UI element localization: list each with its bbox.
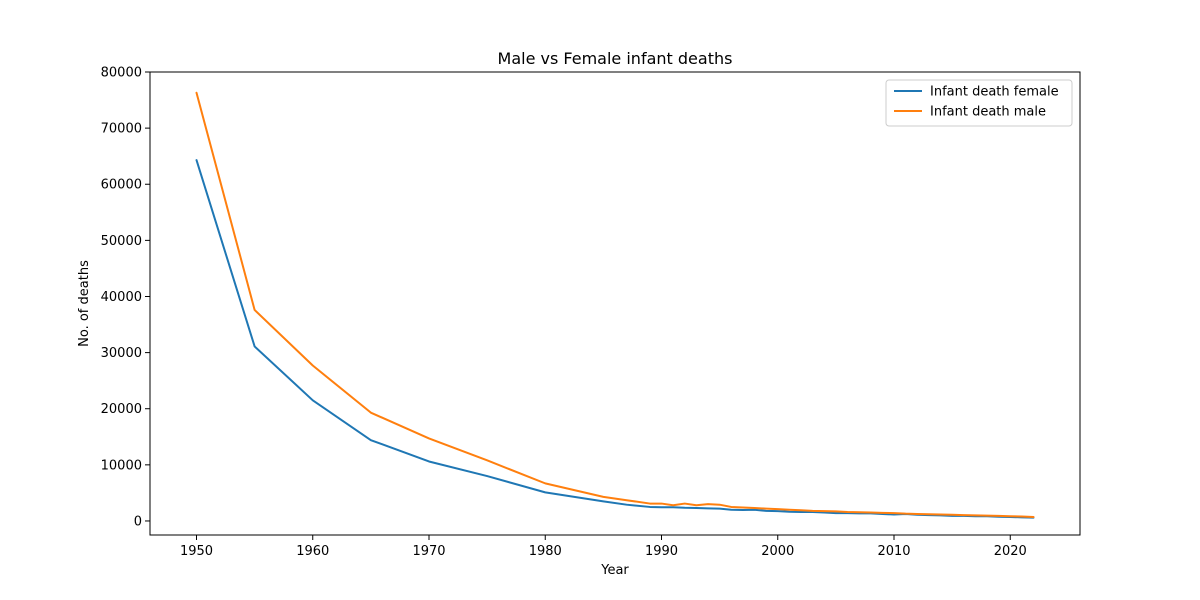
x-axis-label: Year (600, 563, 629, 578)
x-tick-label: 2010 (877, 544, 910, 559)
x-tick-label: 2000 (761, 544, 794, 559)
series-line-female (195, 159, 1035, 519)
legend-label: Infant death male (930, 105, 1046, 120)
y-tick-label: 10000 (101, 458, 142, 473)
legend-label: Infant death female (930, 85, 1059, 100)
x-tick-label: 2020 (994, 544, 1027, 559)
y-tick-label: 50000 (101, 234, 142, 249)
x-tick-label: 1950 (180, 544, 213, 559)
x-tick-label: 1990 (645, 544, 678, 559)
plot-area (195, 91, 1035, 519)
legend: Infant death female Infant death male (885, 79, 1073, 127)
y-tick-label: 80000 (101, 66, 142, 81)
legend-box (885, 79, 1073, 127)
y-tick-label: 0 (134, 514, 142, 529)
x-tick-label: 1980 (529, 544, 562, 559)
y-axis-label: No. of deaths (77, 260, 92, 347)
y-tick-label: 40000 (101, 290, 142, 305)
x-tick-label: 1970 (412, 544, 445, 559)
y-tick-label: 60000 (101, 178, 142, 193)
y-tick-label: 30000 (101, 346, 142, 361)
y-tick-label: 20000 (101, 402, 142, 417)
chart-title: Male vs Female infant deaths (498, 49, 733, 68)
y-tick-label: 70000 (101, 122, 142, 137)
x-tick-label: 1960 (296, 544, 329, 559)
series-line-male (195, 91, 1035, 519)
axes-frame (149, 71, 1081, 536)
